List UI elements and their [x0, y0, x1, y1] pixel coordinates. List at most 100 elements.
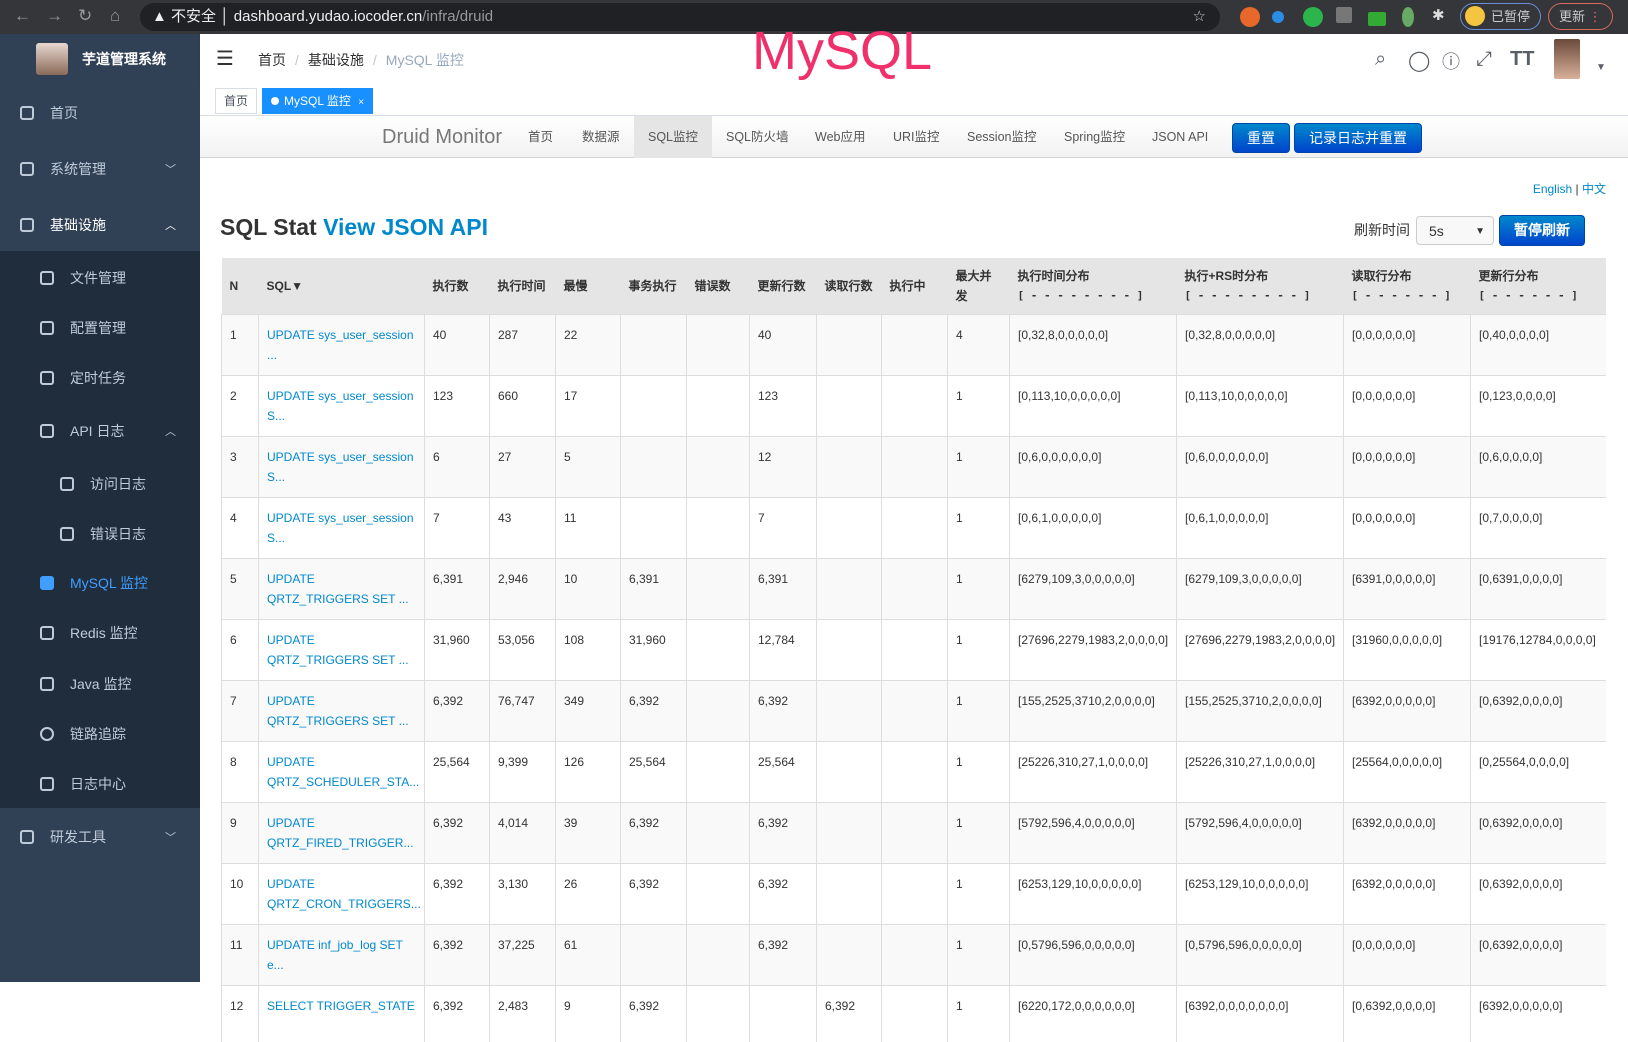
table-cell [881, 740, 948, 802]
puzzle-icon[interactable]: ✱ [1432, 7, 1445, 24]
table-cell: [0,32,8,0,0,0,0,0] [1009, 313, 1177, 375]
address-bar[interactable]: ▲ 不安全 │ dashboard.yudao.iocoder.cn/infra… [140, 3, 1220, 31]
sql-link[interactable]: UPDATE sys_user_session S... [258, 374, 425, 436]
table-cell: [0,6392,0,0,0,0] [1470, 801, 1606, 863]
extension-icon[interactable] [1402, 7, 1414, 27]
sql-link[interactable]: UPDATE sys_user_session S... [258, 435, 425, 497]
reset-button[interactable]: 重置 [1232, 123, 1290, 153]
update-button[interactable]: 更新 ⋮ [1548, 3, 1613, 30]
extension-icon[interactable] [1272, 11, 1284, 23]
sidebar-item-dev-tools[interactable]: 研发工具 ﹀ [0, 812, 200, 862]
close-icon[interactable]: × [358, 97, 365, 108]
github-icon[interactable]: ◯ [1408, 50, 1431, 72]
extension-icon[interactable] [1336, 7, 1352, 23]
sql-link[interactable]: UPDATE QRTZ_FIRED_TRIGGER... [258, 801, 425, 863]
table-cell: 6,392 [816, 984, 882, 1042]
table-row: 11 UPDATE inf_job_log SET e... 6,392 37,225… [221, 923, 1606, 985]
lang-english[interactable]: English [1532, 182, 1573, 196]
sidebar-item-jobs[interactable]: 定时任务 [0, 353, 200, 403]
home-icon[interactable]: ⌂ [110, 6, 121, 25]
table-cell [686, 374, 750, 436]
view-json-api-link[interactable]: View JSON API [323, 214, 489, 240]
hamburger-icon[interactable]: ☰ [216, 48, 234, 70]
druid-nav-wall[interactable]: SQL防火墙 [726, 130, 789, 144]
tag-mysql[interactable]: MySQL 监控 × [262, 88, 374, 114]
chevron-down-icon: ﹀ [165, 164, 176, 176]
sidebar-item-error-log[interactable]: 错误日志 [0, 509, 200, 559]
extension-icon[interactable] [1368, 12, 1386, 26]
sidebar-item-access-log[interactable]: 访问日志 [0, 459, 200, 509]
druid-nav-web[interactable]: Web应用 [815, 130, 866, 144]
table-cell [816, 374, 882, 436]
druid-nav-sql[interactable]: SQL监控 [634, 116, 713, 158]
caret-down-icon[interactable]: ▼ [1596, 62, 1606, 73]
sidebar-item-system[interactable]: 系统管理 ﹀ [0, 144, 200, 194]
druid-brand[interactable]: Druid Monitor [382, 126, 503, 148]
table-cell: 7 [424, 496, 490, 558]
font-size-icon[interactable]: TT [1510, 48, 1535, 70]
sidebar-item-api-log[interactable]: API 日志 ︿ [0, 406, 200, 456]
sql-link[interactable]: UPDATE sys_user_session ... [258, 313, 425, 375]
sql-link[interactable]: UPDATE QRTZ_TRIGGERS SET ... [258, 679, 425, 741]
search-icon[interactable]: ⌕ [1375, 48, 1387, 70]
table-cell: 40 [749, 313, 817, 375]
back-icon[interactable]: ← [14, 6, 31, 25]
sidebar-item-tracing[interactable]: 链路追踪 [0, 709, 200, 759]
druid-nav-datasource[interactable]: 数据源 [582, 130, 620, 144]
sidebar-item-log-center[interactable]: 日志中心 [0, 759, 200, 809]
column-header: 执行时间分布[ - - - - - - - - ] [1009, 258, 1177, 314]
star-icon[interactable]: ☆ [1192, 8, 1206, 25]
table-cell: [155,2525,3710,2,0,0,0,0] [1176, 679, 1344, 741]
table-cell: 12 [221, 984, 259, 1042]
lang-chinese[interactable]: 中文 [1581, 182, 1606, 196]
column-header[interactable]: SQL▼ [258, 258, 425, 314]
table-cell: 6,392 [424, 862, 490, 924]
sql-link[interactable]: UPDATE QRTZ_TRIGGERS SET ... [258, 618, 425, 680]
table-cell: [19176,12784,0,0,0,0] [1470, 618, 1606, 680]
url-path: /infra/druid [422, 8, 494, 25]
extension-icon[interactable] [1240, 7, 1260, 27]
table-cell: 11 [221, 923, 259, 985]
sidebar-item-home[interactable]: 首页 [0, 88, 200, 138]
sql-link[interactable]: SELECT TRIGGER_STATE [258, 984, 425, 1042]
reload-icon[interactable]: ↻ [78, 6, 93, 25]
table-cell: 1 [947, 435, 1010, 497]
avatar[interactable] [1554, 39, 1580, 79]
sidebar-item-files[interactable]: 文件管理 [0, 253, 200, 303]
table-cell: [6279,109,3,0,0,0,0,0] [1009, 557, 1177, 619]
table-cell: 6,392 [424, 923, 490, 985]
breadcrumb-home[interactable]: 首页 [258, 52, 286, 68]
sidebar-item-mysql[interactable]: MySQL 监控 [0, 558, 200, 608]
druid-nav-home[interactable]: 首页 [528, 130, 554, 144]
table-cell: [6392,0,0,0,0,0] [1470, 984, 1606, 1042]
refresh-interval-select[interactable]: 5s ▼ [1416, 216, 1494, 245]
table-cell [686, 313, 750, 375]
sidebar-item-java[interactable]: Java 监控 [0, 659, 200, 709]
druid-nav-spring[interactable]: Spring监控 [1064, 130, 1126, 144]
breadcrumb-infra[interactable]: 基础设施 [307, 52, 364, 68]
forward-icon[interactable]: → [46, 6, 63, 25]
profile-button[interactable]: 已暂停 [1460, 3, 1542, 30]
log-and-reset-button[interactable]: 记录日志并重置 [1294, 123, 1422, 153]
table-cell: 4 [221, 496, 259, 558]
sql-link[interactable]: UPDATE inf_job_log SET e... [258, 923, 425, 985]
druid-nav-session[interactable]: Session监控 [967, 130, 1037, 144]
tag-home[interactable]: 首页 [215, 88, 258, 114]
druid-nav-json-api[interactable]: JSON API [1152, 130, 1209, 144]
sql-link[interactable]: UPDATE QRTZ_TRIGGERS SET ... [258, 557, 425, 619]
extension-icon[interactable] [1303, 7, 1323, 27]
sql-link[interactable]: UPDATE sys_user_session S... [258, 496, 425, 558]
sql-link[interactable]: UPDATE QRTZ_CRON_TRIGGERS... [258, 862, 425, 924]
sql-link[interactable]: UPDATE QRTZ_SCHEDULER_STA... [258, 740, 425, 802]
sidebar-item-infra[interactable]: 基础设施 ︿ [0, 200, 200, 250]
sidebar-item-redis[interactable]: Redis 监控 [0, 608, 200, 658]
fullscreen-icon[interactable]: ⤢ [1476, 48, 1492, 70]
druid-nav-uri[interactable]: URI监控 [893, 130, 940, 144]
sidebar-item-config[interactable]: 配置管理 [0, 303, 200, 353]
table-cell: 126 [555, 740, 621, 802]
table-cell: 5 [221, 557, 259, 619]
app-name: 芋道管理系统 [82, 51, 166, 67]
help-icon[interactable]: ⓘ [1442, 52, 1460, 72]
pause-refresh-button[interactable]: 暂停刷新 [1499, 215, 1585, 246]
table-cell: [0,25564,0,0,0,0] [1470, 740, 1606, 802]
